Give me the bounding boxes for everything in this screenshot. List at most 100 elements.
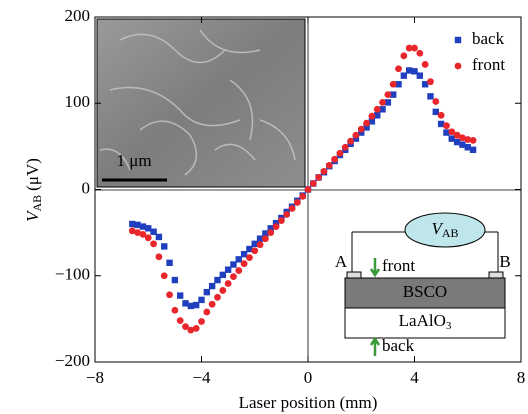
data-point [225,280,232,287]
substrate-name: LaAlO [399,311,446,330]
data-point [273,223,280,230]
data-point [172,277,178,283]
data-point [156,234,162,240]
data-point [443,122,450,129]
data-point [422,61,429,68]
bsco-label: BSCO [403,282,447,301]
contact-b [489,272,503,278]
x-tick-label: −4 [192,368,211,387]
back-arrow [371,339,379,356]
data-point [310,180,317,187]
data-point [294,199,301,206]
y-axis-label: VAB(μV) [23,158,44,222]
data-point [251,247,258,254]
data-point [209,283,215,289]
x-axis-label: Laser position (mm) [239,393,378,412]
data-point [363,120,370,127]
data-point [342,144,349,151]
meter-subscript: AB [442,226,459,240]
data-point [198,297,204,303]
data-point [438,112,445,119]
data-point [315,174,322,181]
data-point [470,147,476,153]
data-point [353,132,360,139]
data-point [347,138,354,145]
data-point [156,253,163,260]
y-tick-label: −100 [55,265,90,284]
front-label: front [382,256,415,275]
data-point [395,65,402,72]
chart: 1 μm −8−4048−200−1000100200backfront VAB… [0,0,528,414]
contact-a-label: A [335,252,348,271]
data-point [432,98,439,105]
y-label-unit: (μV) [23,158,42,191]
data-point [400,52,407,59]
data-point [384,91,391,98]
sem-inset: 1 μm [97,19,305,187]
data-point [230,273,237,280]
data-point [214,294,221,301]
data-point [278,217,285,224]
data-point [427,93,433,99]
data-point [283,211,290,218]
data-point [331,156,338,163]
y-tick-label: −200 [55,351,90,370]
data-point [369,113,376,120]
data-point [204,289,210,295]
data-point [299,193,306,200]
data-point [171,307,178,314]
y-tick-label: 200 [65,6,91,25]
data-point [177,317,184,324]
data-point [267,229,274,236]
data-point [326,162,333,169]
data-point [427,78,434,85]
data-point [289,205,296,212]
x-tick-label: 8 [517,368,526,387]
legend-label: back [472,29,505,48]
data-point [416,50,423,57]
data-point [358,126,365,133]
data-point [379,99,386,106]
front-arrow [371,258,379,275]
data-point [257,241,264,248]
data-point [161,243,167,249]
y-tick-label: 100 [65,92,91,111]
data-point [374,106,381,113]
data-point [161,272,168,279]
data-point [337,150,344,157]
data-point [262,235,269,242]
legend-marker [455,63,462,70]
data-point [411,45,418,52]
data-point [203,309,210,316]
back-label: back [382,336,415,355]
contact-b-label: B [499,252,510,271]
data-point [219,287,226,294]
data-point [235,267,242,274]
data-point [390,81,397,88]
substrate-label: LaAlO3 [399,311,452,332]
data-point [145,234,152,241]
data-point [177,292,183,298]
x-tick-label: −8 [86,368,104,387]
data-point [241,260,248,267]
legend-marker [455,37,461,43]
y-tick-label: 0 [82,178,91,197]
data-point [166,260,172,266]
data-point [166,291,173,298]
x-tick-label: 4 [410,368,419,387]
data-point [150,240,157,247]
legend-label: front [472,55,505,74]
data-point [193,325,200,332]
x-tick-label: 0 [304,368,313,387]
data-point [198,318,205,325]
schematic: VAB BSCO LaAlO3 A B front back [335,213,511,356]
data-point [209,301,216,308]
data-point [470,137,477,144]
substrate-subscript: 3 [446,320,452,332]
data-point [246,254,253,261]
y-label-subscript: AB [30,195,44,212]
data-point [321,168,328,175]
data-point [417,72,423,78]
scale-bar-label: 1 μm [116,151,151,170]
data-point [305,186,312,193]
